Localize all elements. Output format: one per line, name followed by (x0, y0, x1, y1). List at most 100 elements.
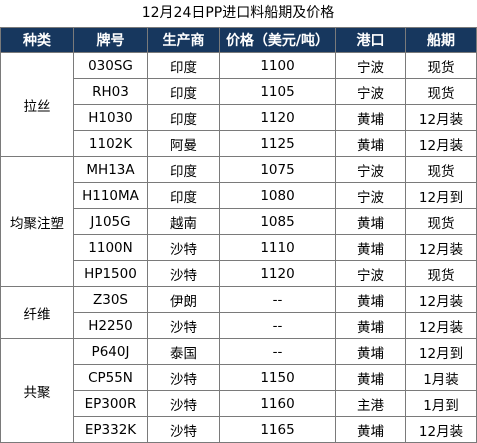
port-cell: 宁波 (335, 182, 406, 209)
shipping-cell: 1月到 (405, 390, 477, 417)
producer-cell: 沙特 (147, 364, 220, 391)
grade-cell: EP300R (73, 390, 148, 417)
table-row: 拉丝 030SG 印度 1100 宁波 现货 (0, 52, 477, 157)
grade-cell: CP55N (73, 364, 148, 391)
grade-cell: RH03 (73, 78, 148, 105)
price-cell: 1120 (219, 104, 336, 131)
shipping-cell: 现货 (405, 208, 477, 235)
table-row: J105G 越南 1085 黄埔 现货 (1, 208, 477, 235)
producer-cell: 阿曼 (147, 130, 220, 157)
price-table: 种类 牌号 生产商 价格（美元/吨） 港口 船期 拉丝 030SG 印度 1100 宁波… (0, 27, 477, 443)
header-port: 港口 (335, 27, 406, 53)
grade-cell: P640J (73, 338, 148, 365)
grade-cell: J105G (73, 208, 148, 235)
shipping-cell: 12月到 (405, 338, 477, 365)
shipping-cell: 12月装 (405, 130, 477, 157)
producer-cell: 伊朗 (147, 286, 220, 313)
shipping-cell: 现货 (405, 260, 477, 287)
producer-cell: 沙特 (147, 416, 220, 443)
category-cell: 拉丝 (0, 52, 74, 157)
producer-cell: 沙特 (147, 234, 220, 261)
table-row: CP55N 沙特 1150 黄埔 1月装 (1, 364, 477, 391)
price-cell: 1165 (219, 416, 336, 443)
header-shipping: 船期 (405, 27, 477, 53)
port-cell: 黄埔 (335, 130, 406, 157)
grade-cell: MH13A (73, 156, 148, 183)
shipping-cell: 12月装 (405, 312, 477, 339)
price-cell: 1105 (219, 78, 336, 105)
producer-cell: 印度 (147, 104, 220, 131)
price-cell: 1120 (219, 260, 336, 287)
port-cell: 宁波 (335, 52, 406, 79)
table-row: 纤维 Z30S 伊朗 -- 黄埔 12月装 (0, 286, 477, 339)
port-cell: 黄埔 (335, 364, 406, 391)
table-row: H1030 印度 1120 黄埔 12月装 (1, 104, 477, 131)
producer-cell: 印度 (147, 52, 220, 79)
producer-cell: 沙特 (147, 312, 220, 339)
port-cell: 宁波 (335, 78, 406, 105)
price-cell: -- (219, 286, 336, 313)
producer-cell: 泰国 (147, 338, 220, 365)
port-cell: 黄埔 (335, 104, 406, 131)
port-cell: 黄埔 (335, 234, 406, 261)
grade-cell: HP1500 (73, 260, 148, 287)
table-row: 1102K 阿曼 1125 黄埔 12月装 (1, 130, 477, 157)
table-row: 1100N 沙特 1110 黄埔 12月装 (1, 234, 477, 261)
shipping-cell: 12月到 (405, 182, 477, 209)
price-cell: -- (219, 338, 336, 365)
category-cell: 均聚注塑 (0, 156, 74, 287)
producer-cell: 越南 (147, 208, 220, 235)
shipping-cell: 现货 (405, 156, 477, 183)
grade-cell: Z30S (73, 286, 148, 313)
header-category: 种类 (0, 27, 74, 53)
price-cell: 1085 (219, 208, 336, 235)
header-price: 价格（美元/吨） (219, 27, 336, 53)
port-cell: 黄埔 (335, 338, 406, 365)
producer-cell: 沙特 (147, 390, 220, 417)
producer-cell: 印度 (147, 182, 220, 209)
price-cell: 1080 (219, 182, 336, 209)
price-cell: 1110 (219, 234, 336, 261)
port-cell: 宁波 (335, 156, 406, 183)
grade-cell: 030SG (73, 52, 148, 79)
grade-cell: 1100N (73, 234, 148, 261)
header-grade: 牌号 (73, 27, 148, 53)
header-row: 种类 牌号 生产商 价格（美元/吨） 港口 船期 (0, 27, 477, 53)
price-cell: 1150 (219, 364, 336, 391)
port-cell: 黄埔 (335, 312, 406, 339)
table-row: EP332K 沙特 1165 黄埔 12月装 (1, 416, 477, 443)
sheet-title: 12月24日PP进口料船期及价格 (141, 5, 335, 21)
table-row: RH03 印度 1105 宁波 现货 (1, 78, 477, 105)
shipping-cell: 1月装 (405, 364, 477, 391)
port-cell: 宁波 (335, 260, 406, 287)
port-cell: 黄埔 (335, 416, 406, 443)
shipping-cell: 12月装 (405, 104, 477, 131)
shipping-cell: 12月装 (405, 416, 477, 443)
grade-cell: H1030 (73, 104, 148, 131)
price-cell: 1125 (219, 130, 336, 157)
producer-cell: 印度 (147, 156, 220, 183)
table-row: H110MA 印度 1080 宁波 12月到 (1, 182, 477, 209)
grade-cell: H110MA (73, 182, 148, 209)
price-cell: 1100 (219, 52, 336, 79)
table-row: 共聚 P640J 泰国 -- 黄埔 12月到 (0, 338, 477, 443)
table-body: 拉丝 030SG 印度 1100 宁波 现货 RH03 印度 1105 宁波 现货 H1030 印度 11… (0, 52, 477, 443)
price-cell: 1160 (219, 390, 336, 417)
table-row: 均聚注塑 MH13A 印度 1075 宁波 现货 (0, 156, 477, 287)
port-cell: 黄埔 (335, 208, 406, 235)
port-cell: 黄埔 (335, 286, 406, 313)
producer-cell: 印度 (147, 78, 220, 105)
header-producer: 生产商 (147, 27, 220, 53)
grade-cell: 1102K (73, 130, 148, 157)
producer-cell: 沙特 (147, 260, 220, 287)
category-cell: 共聚 (0, 338, 74, 443)
price-cell: 1075 (219, 156, 336, 183)
shipping-cell: 12月装 (405, 286, 477, 313)
category-cell: 纤维 (0, 286, 74, 339)
port-cell: 主港 (335, 390, 406, 417)
grade-cell: EP332K (73, 416, 148, 443)
grade-cell: H2250 (73, 312, 148, 339)
shipping-cell: 12月装 (405, 234, 477, 261)
price-cell: -- (219, 312, 336, 339)
